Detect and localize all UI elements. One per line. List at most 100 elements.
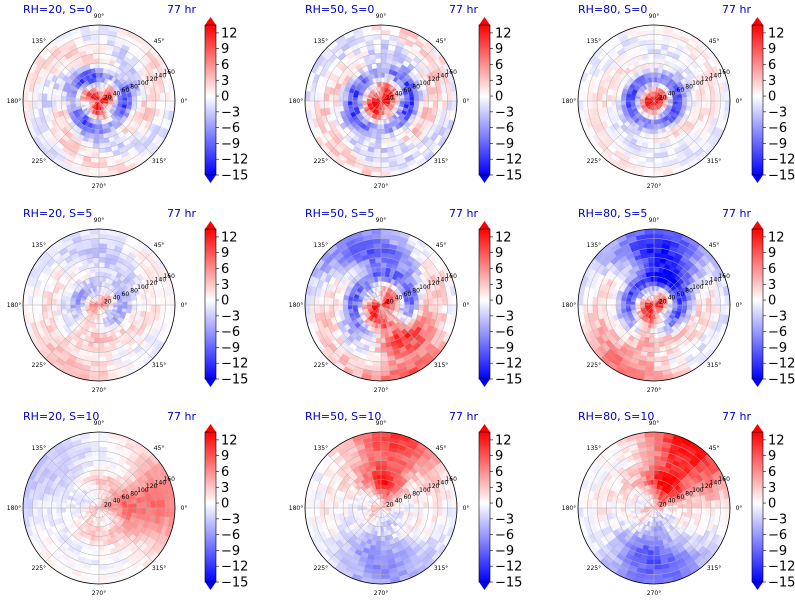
heatmap-cell — [442, 296, 448, 306]
heatmap-cell — [423, 100, 429, 108]
angle-tick-label: 90° — [649, 13, 660, 20]
colorbar-frame — [204, 24, 217, 176]
heatmap-cell — [136, 304, 142, 311]
heatmap-cell — [372, 243, 382, 249]
colorbar-tick-label: −6 — [221, 121, 240, 136]
heatmap-cell — [691, 299, 697, 306]
heatmap-cell — [60, 100, 67, 107]
heatmap-cell — [653, 34, 663, 40]
colorbar-tick-label: 6 — [495, 262, 503, 277]
angle-tick-label: 135° — [587, 242, 601, 249]
heatmap-cell — [122, 100, 128, 105]
heatmap-cell — [96, 114, 100, 121]
panel-title: RH=80, S=5 — [578, 207, 647, 220]
radial-tick-label: 20 — [104, 94, 112, 101]
angle-tick-label: 45° — [154, 38, 165, 45]
heatmap-cell — [611, 299, 617, 306]
heatmap-cell — [375, 58, 382, 64]
heatmap-cell — [98, 147, 107, 154]
heatmap-cell — [98, 143, 106, 149]
angle-tick-label: 90° — [649, 217, 660, 224]
heatmap-cell — [91, 351, 100, 358]
heatmap-cell — [648, 262, 655, 268]
colorbar-gradient — [752, 229, 763, 379]
heatmap-cell — [32, 92, 38, 102]
heatmap-cell — [37, 304, 43, 314]
colorbar-extend-max — [752, 17, 763, 25]
colorbar-tick-label: −12 — [495, 153, 522, 168]
heatmap-cell — [653, 281, 658, 287]
heatmap-cell — [394, 100, 401, 104]
angle-tick-label: 180° — [562, 302, 576, 309]
heatmap-cell — [380, 39, 390, 45]
heatmap-cell — [98, 53, 106, 59]
heatmap-cell — [93, 138, 100, 144]
heatmap-cell — [378, 114, 382, 121]
heatmap-cell — [409, 304, 415, 310]
heatmap-cell — [352, 97, 358, 102]
heatmap-cell — [91, 356, 100, 363]
heatmap-cell — [32, 296, 38, 306]
polar-panel: 2040608010012014016045°90°135°180°225°27… — [7, 207, 249, 394]
heatmap-cell — [647, 53, 655, 59]
heatmap-cell — [372, 39, 382, 45]
heatmap-cell — [60, 299, 67, 306]
heatmap-cell — [394, 304, 401, 308]
heatmap-cell — [51, 304, 57, 312]
heatmap-cell — [653, 77, 658, 83]
heatmap-cell — [75, 97, 81, 102]
angle-tick-label: 315° — [434, 362, 448, 369]
heatmap-cell — [375, 133, 382, 140]
heatmap-cell — [413, 299, 420, 306]
heatmap-cell — [372, 366, 382, 372]
heatmap-cell — [601, 297, 608, 306]
heatmap-cell — [653, 62, 660, 69]
heatmap-cell — [375, 62, 382, 69]
heatmap-cell — [136, 95, 142, 102]
angular-gridline — [98, 100, 153, 155]
heatmap-cell — [93, 133, 100, 140]
heatmap-cell — [427, 304, 434, 313]
heatmap-cell — [95, 328, 100, 334]
heatmap-cell — [705, 304, 712, 313]
heatmap-cell — [653, 252, 662, 259]
heatmap-cell — [37, 92, 43, 102]
colorbar-tick-label: −9 — [221, 341, 240, 356]
colorbar-tick-label: 3 — [768, 278, 776, 293]
colorbar-gradient — [205, 25, 216, 175]
heatmap-cell — [92, 347, 100, 353]
heatmap-cell — [653, 238, 663, 244]
heatmap-cell — [653, 138, 660, 144]
heatmap-cell — [653, 162, 663, 168]
heatmap-cell — [606, 298, 612, 306]
colorbar-tick-label: −9 — [768, 137, 787, 152]
panel-title: RH=50, S=5 — [305, 207, 374, 220]
radial-tick-label: 40 — [395, 295, 403, 302]
colorbar-tick-label: 12 — [221, 26, 238, 41]
heatmap-cell — [686, 304, 693, 311]
heatmap-cell — [323, 304, 330, 313]
heatmap-cell — [380, 238, 390, 244]
radial-tick-label: 40 — [113, 295, 121, 302]
angle-tick-label: 270° — [647, 387, 661, 394]
heatmap-cell — [653, 271, 659, 277]
heatmap-cell — [596, 100, 603, 109]
heatmap-cell — [630, 301, 636, 306]
heatmap-cell — [715, 92, 721, 102]
heatmap-cell — [427, 100, 434, 109]
heatmap-cell — [615, 304, 622, 311]
polar-panel: 2040608010012014016045°90°135°180°225°27… — [7, 410, 249, 597]
heatmap-cell — [376, 333, 382, 339]
heatmap-cell — [41, 93, 48, 102]
heatmap-cell — [380, 361, 390, 367]
heatmap-cells — [22, 24, 176, 178]
heatmap-cell — [606, 100, 612, 108]
heatmap-cell — [587, 304, 593, 314]
heatmap-cell — [79, 98, 86, 102]
heatmap-cell — [380, 281, 385, 287]
heatmap-cell — [372, 34, 382, 40]
heatmap-cell — [41, 304, 48, 313]
heatmap-cell — [145, 304, 152, 313]
heatmap-cell — [372, 157, 382, 163]
heatmap-cell — [32, 100, 38, 110]
